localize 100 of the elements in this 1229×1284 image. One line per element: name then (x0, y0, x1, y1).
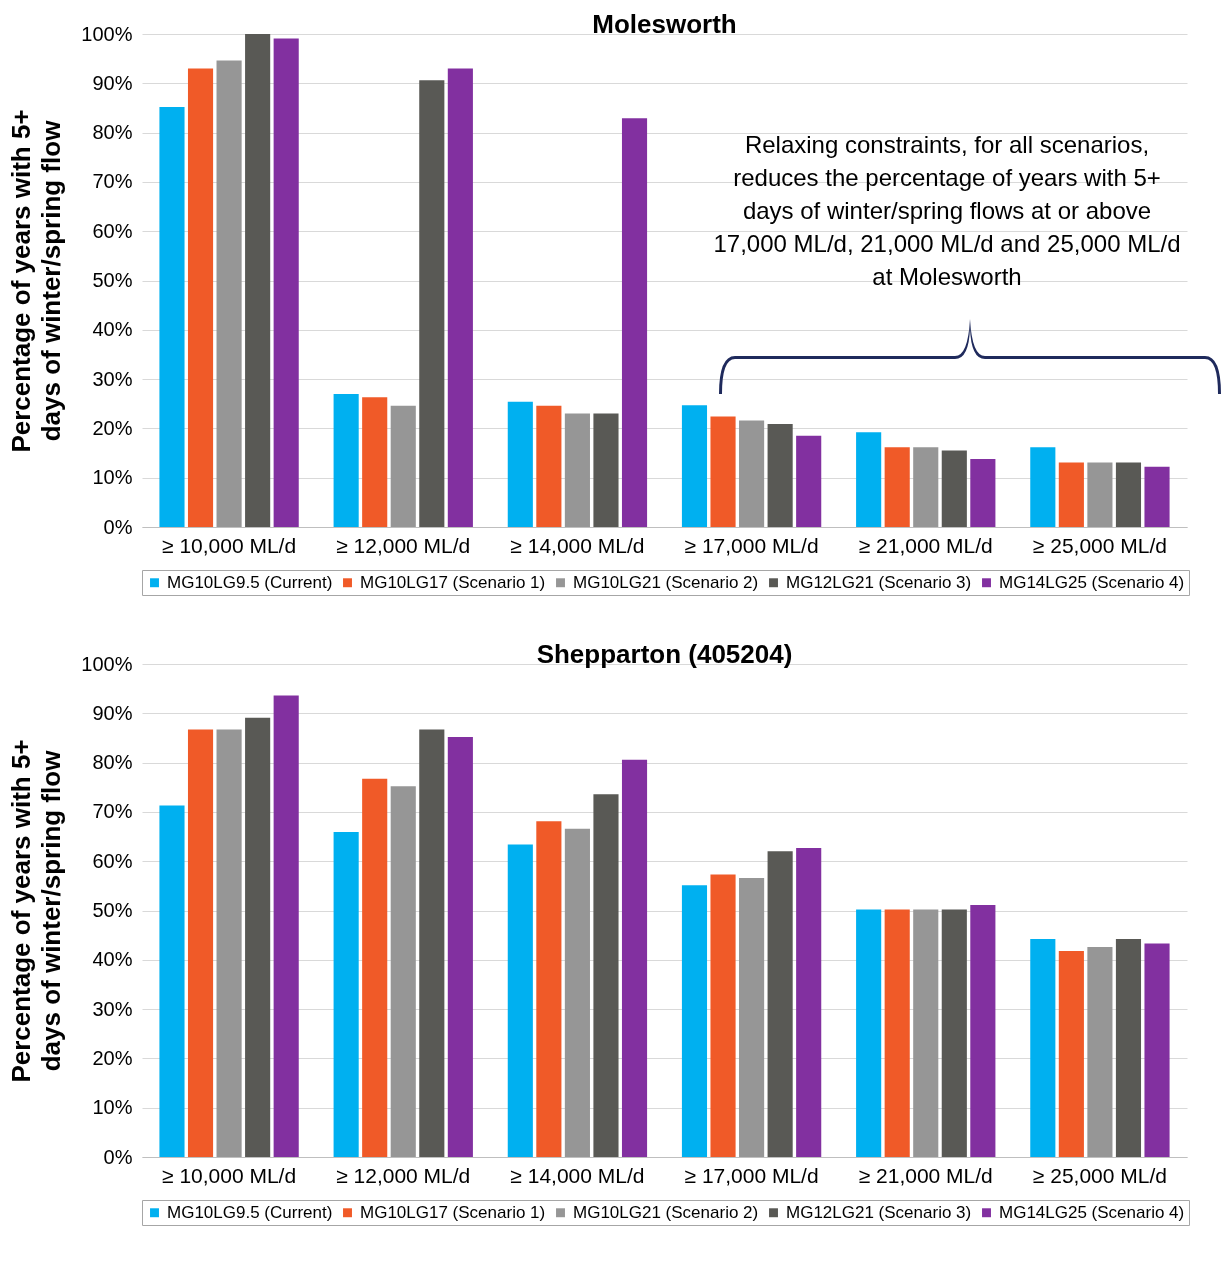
bar (390, 405, 416, 527)
bar (621, 759, 648, 1157)
bar (1030, 939, 1056, 1157)
bar (710, 416, 736, 527)
y-tick-label: 90% (92, 701, 133, 724)
bar (273, 38, 299, 527)
bar (1115, 939, 1142, 1157)
bar (913, 909, 939, 1157)
y-tick-label: 20% (92, 1046, 133, 1069)
bar (856, 909, 882, 1157)
x-tick-label: ≥ 12,000 ML/d (336, 533, 471, 557)
bar (564, 828, 590, 1157)
x-tick-label: ≥ 12,000 ML/d (336, 1163, 471, 1187)
bar (216, 60, 242, 527)
y-tick-label: 20% (92, 416, 133, 439)
x-tick-label: ≥ 14,000 ML/d (510, 533, 645, 557)
bar (1144, 466, 1170, 527)
bar (681, 405, 708, 527)
bar (739, 420, 765, 527)
annotation: Relaxing constraints, for all scenarios, reduces the percentage of years with 5+ days of winter/spring flows at or above 17,000 ML/d, 21,000 ML/d and 25,000 ML/d at Molesworth (713, 131, 1181, 290)
bar (593, 794, 619, 1157)
bar (884, 909, 910, 1157)
y-axis-title: Percentage of years with 5+ days of winter/spring flow (6, 739, 67, 1083)
bar (187, 68, 214, 527)
bar (1030, 447, 1056, 527)
bar (333, 393, 359, 527)
y-tick-label: 0% (103, 515, 133, 538)
bar (970, 905, 996, 1157)
chart-title: Shepparton (405204) (536, 639, 793, 669)
bar (1087, 946, 1113, 1157)
bar (564, 413, 590, 527)
bar (593, 413, 619, 527)
x-tick-label: ≥ 10,000 ML/d (162, 1163, 297, 1187)
y-tick-label: 30% (92, 367, 133, 390)
bar (419, 729, 445, 1157)
chart-title: Molesworth (592, 9, 737, 39)
y-axis-title: Percentage of years with 5+ days of winter/spring flow (6, 109, 67, 453)
bar (187, 729, 214, 1157)
bar (245, 717, 271, 1157)
y-tick-label: 30% (92, 997, 133, 1020)
legend-label: MG10LG9.5 (Current) (167, 1202, 333, 1222)
bar (216, 729, 242, 1157)
y-tick-label: 40% (92, 948, 133, 971)
legend-label: MG10LG21 (Scenario 2) (573, 572, 759, 592)
x-tick-label: ≥ 14,000 ML/d (510, 1163, 645, 1187)
legend-label: MG10LG17 (Scenario 1) (360, 572, 546, 592)
y-tick-label: 0% (103, 1145, 133, 1168)
y-tick-label: 70% (92, 800, 133, 823)
y-tick-label: 60% (92, 849, 133, 872)
bar (245, 34, 271, 527)
y-tick-label: 60% (92, 219, 133, 242)
y-tick-label: 50% (92, 899, 133, 921)
x-tick-label: ≥ 17,000 ML/d (684, 533, 819, 557)
legend-label: MG12LG21 (Scenario 3) (786, 1202, 972, 1222)
bar (333, 832, 359, 1157)
bar (710, 874, 736, 1157)
y-tick-label: 10% (92, 466, 133, 489)
bar (362, 397, 388, 527)
bar (536, 821, 562, 1157)
bar (159, 106, 185, 527)
y-tick-label: 100% (81, 652, 133, 675)
bar (447, 736, 473, 1157)
bar (1144, 943, 1170, 1157)
bar (362, 778, 388, 1157)
y-tick-label: 90% (92, 71, 133, 94)
bar (159, 805, 185, 1157)
bar (767, 851, 793, 1157)
bar (419, 80, 445, 527)
x-tick-label: ≥ 17,000 ML/d (684, 1163, 819, 1187)
x-tick-label: ≥ 25,000 ML/d (1032, 1163, 1167, 1187)
bar (621, 118, 648, 527)
bar (536, 405, 562, 527)
x-tick-label: ≥ 10,000 ML/d (162, 533, 297, 557)
y-tick-label: 100% (81, 22, 133, 45)
bar (856, 432, 882, 527)
y-tick-label: 70% (92, 170, 133, 193)
legend-label: MG10LG9.5 (Current) (167, 572, 333, 592)
bar (681, 885, 708, 1157)
bar (970, 458, 996, 527)
bar (1058, 950, 1084, 1157)
y-tick-label: 80% (92, 751, 133, 774)
bar (941, 909, 967, 1157)
x-tick-label: ≥ 21,000 ML/d (858, 533, 993, 557)
bar (273, 695, 299, 1157)
y-tick-label: 50% (92, 269, 133, 291)
bar (739, 877, 765, 1157)
legend-label: MG14LG25 (Scenario 4) (999, 1202, 1185, 1222)
bar (796, 847, 822, 1157)
y-tick-label: 10% (92, 1096, 133, 1119)
x-tick-label: ≥ 21,000 ML/d (858, 1163, 993, 1187)
legend-label: MG10LG21 (Scenario 2) (573, 1202, 759, 1222)
bar (796, 435, 822, 527)
bar (1087, 462, 1113, 527)
bar (913, 447, 939, 527)
bar (507, 401, 533, 527)
bar (1058, 462, 1084, 527)
bar (941, 450, 967, 527)
bar (447, 68, 473, 527)
bar (1115, 462, 1142, 527)
bar (507, 844, 533, 1157)
